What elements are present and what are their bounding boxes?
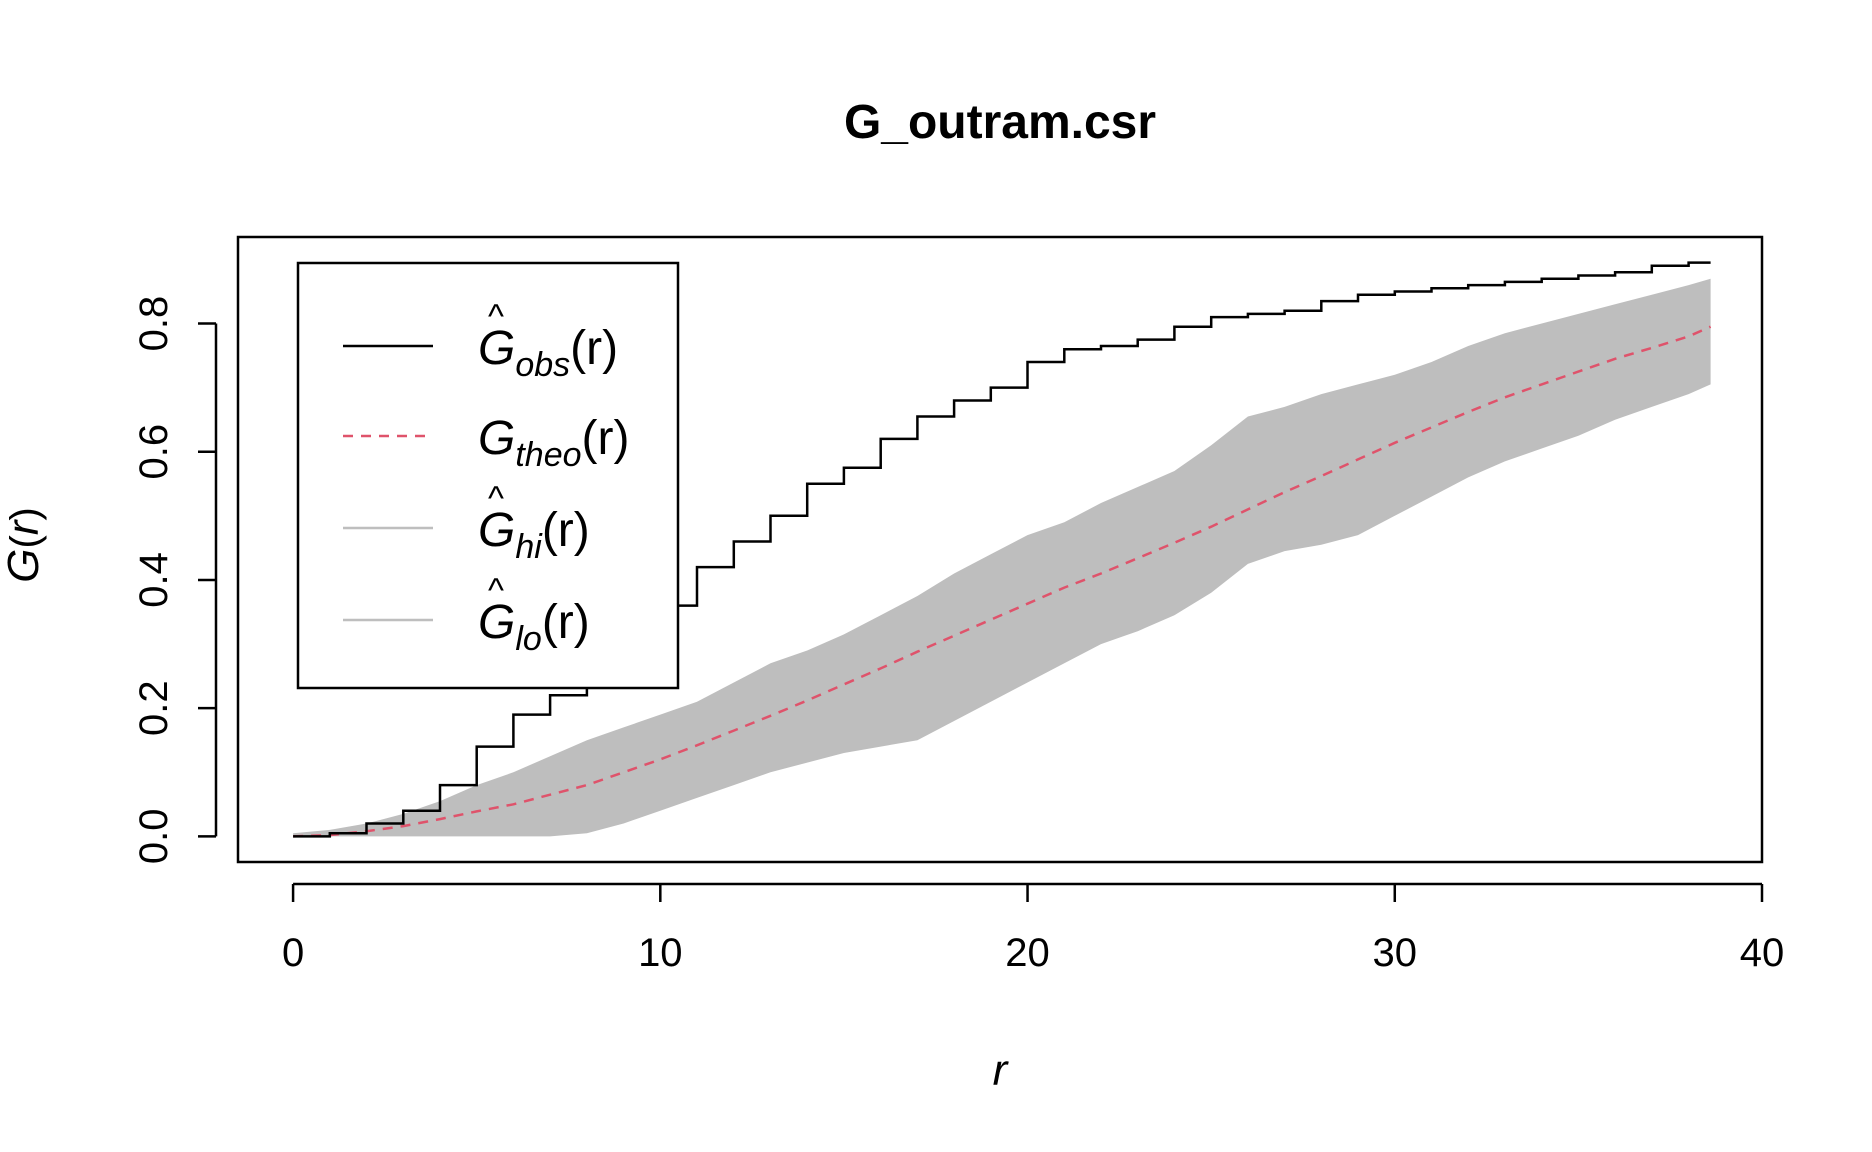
legend-label-main: G <box>478 596 515 649</box>
legend-label-lo: Glo(r) <box>478 596 590 658</box>
legend-label-arg: (r) <box>542 596 590 649</box>
legend-item-hi: Ghi(r)^ <box>343 480 590 566</box>
y-tick-label: 0.8 <box>132 296 176 352</box>
x-tick-label: 30 <box>1373 931 1418 975</box>
plot-frame <box>236 235 1764 864</box>
legend-label-hi: Ghi(r) <box>478 504 590 566</box>
legend-label-obs: Gobs(r) <box>478 322 618 384</box>
legend-item-obs: Gobs(r)^ <box>343 298 618 384</box>
legend-label-arg: (r) <box>582 412 630 465</box>
series-line-theo <box>293 325 1712 838</box>
legend-label-sub: obs <box>515 346 570 384</box>
series-lines-layer <box>293 261 1712 838</box>
envelope-band <box>293 278 1711 837</box>
legend-label-sub: lo <box>515 620 541 658</box>
legend-hat-lo: ^ <box>488 572 504 610</box>
x-tick-label: 20 <box>1005 931 1050 975</box>
legend-box <box>296 261 680 690</box>
y-axis-label-close-paren: ) <box>3 507 47 520</box>
y-tick-label: 0.6 <box>132 424 176 480</box>
series-line-obs <box>293 261 1711 838</box>
x-tick-label: 0 <box>282 931 304 975</box>
y-tick-label: 0.2 <box>132 680 176 736</box>
legend-label-main: G <box>478 504 515 557</box>
x-tick-label: 10 <box>638 931 683 975</box>
y-axis-label: G(r) <box>0 507 48 583</box>
y-tick-label: 0.0 <box>132 809 176 865</box>
legend-hat-hi: ^ <box>488 480 504 518</box>
legend-label-theo: Gtheo(r) <box>478 412 629 474</box>
legend-item-theo: Gtheo(r) <box>343 412 629 474</box>
legend-label-arg: (r) <box>542 504 590 557</box>
legend-label-sub: theo <box>515 436 581 474</box>
chart-title: G_outram.csr <box>844 96 1156 149</box>
y-axis-label-main: G <box>0 549 48 583</box>
y-tick-label: 0.4 <box>132 552 176 608</box>
x-tick-label: 40 <box>1740 931 1785 975</box>
legend-label-main: G <box>478 412 515 465</box>
legend-hat-obs: ^ <box>488 298 504 336</box>
legend-label-main: G <box>478 322 515 375</box>
legend-item-lo: Glo(r)^ <box>343 572 590 658</box>
x-axis: 0 10 20 30 40 <box>282 882 1785 975</box>
y-axis: 0.0 0.2 0.4 0.6 0.8 <box>132 296 218 865</box>
y-axis-label-arg: r <box>0 518 48 535</box>
legend: Gobs(r)^Gtheo(r)Ghi(r)^Glo(r)^ <box>296 261 680 690</box>
legend-label-sub: hi <box>515 528 543 566</box>
x-axis-label: r <box>993 1046 1010 1095</box>
legend-label-arg: (r) <box>570 322 618 375</box>
y-axis-label-open-paren: ( <box>3 535 47 549</box>
envelope-band-layer <box>293 278 1711 837</box>
